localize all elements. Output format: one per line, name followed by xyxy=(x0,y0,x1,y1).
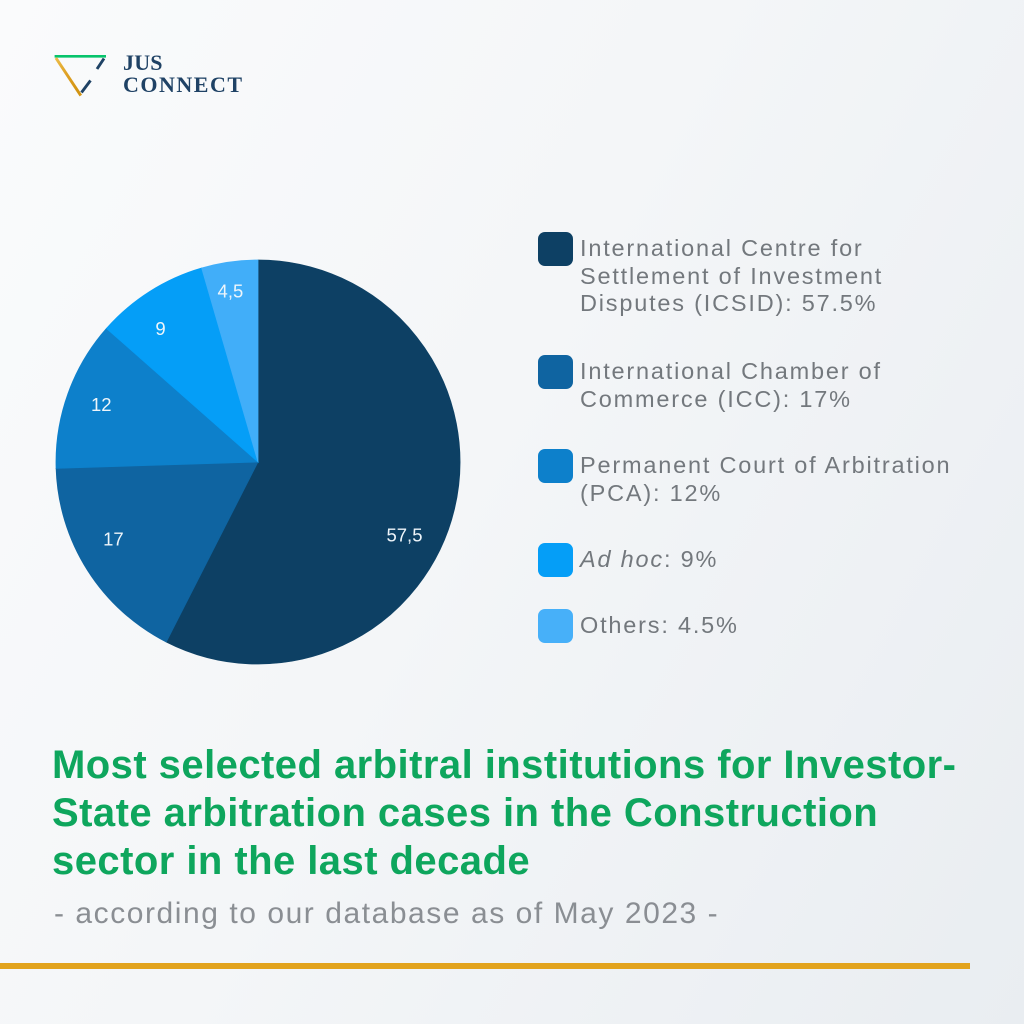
svg-text:57,5: 57,5 xyxy=(386,525,422,546)
svg-text:12: 12 xyxy=(91,394,112,415)
svg-text:4,5: 4,5 xyxy=(218,281,244,302)
svg-text:9: 9 xyxy=(155,318,165,339)
svg-text:17: 17 xyxy=(103,529,124,550)
